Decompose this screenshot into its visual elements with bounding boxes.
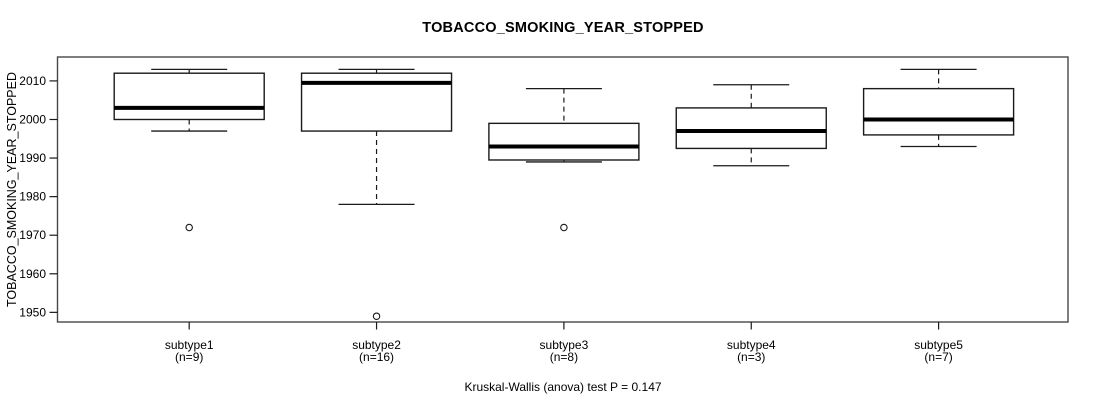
box-subtype5: [862, 87, 1015, 136]
x-category-sublabel: (n=7): [924, 350, 952, 364]
y-tick-label: 1970: [19, 228, 46, 242]
y-tick-label: 1990: [19, 151, 46, 165]
outlier-point-subtype3: [560, 223, 568, 232]
box-subtype1: [113, 72, 265, 121]
y-tick-label: 2000: [19, 112, 46, 126]
x-category-sublabel: (n=16): [359, 350, 394, 364]
chart-title: TOBACCO_SMOKING_YEAR_STOPPED: [422, 20, 704, 36]
y-tick-label: 1950: [19, 305, 46, 319]
x-category-label: subtype2: [352, 338, 401, 352]
x-category-label: subtype4: [727, 338, 776, 352]
outlier-point-subtype1: [185, 223, 193, 232]
y-tick-label: 1980: [19, 190, 46, 204]
x-category-sublabel: (n=3): [737, 350, 765, 364]
x-category-label: subtype3: [540, 338, 589, 352]
x-category-sublabel: (n=8): [550, 350, 578, 364]
y-tick-label: 1960: [19, 267, 46, 281]
box-subtype3: [488, 122, 640, 161]
y-axis-label: TOBACCO_SMOKING_YEAR_STOPPED: [5, 72, 19, 307]
stat-test-footnote: Kruskal-Wallis (anova) test P = 0.147: [464, 380, 662, 394]
x-category-label: subtype1: [165, 338, 214, 352]
x-category-sublabel: (n=9): [175, 350, 203, 364]
x-category-label: subtype5: [914, 338, 963, 352]
y-tick-label: 2010: [19, 74, 46, 88]
box-subtype4: [675, 107, 827, 150]
outlier-point-subtype2: [372, 312, 381, 320]
